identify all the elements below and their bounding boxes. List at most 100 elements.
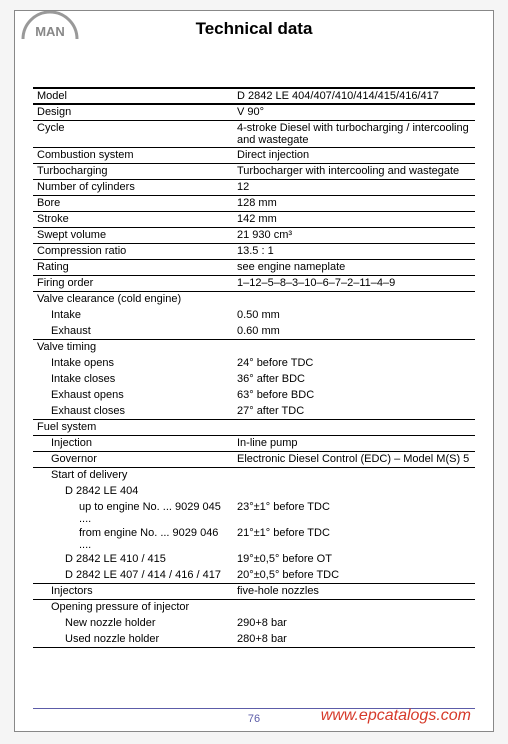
spec-label: Compression ratio: [33, 245, 233, 257]
spec-label: Injectors: [33, 585, 233, 597]
spec-label: Bore: [33, 197, 233, 209]
spec-row: Stroke142 mm: [33, 212, 475, 228]
spec-value: 0.50 mm: [233, 309, 475, 321]
spec-value: 13.5 : 1: [233, 245, 475, 257]
spec-label: Number of cylinders: [33, 181, 233, 193]
spec-row: Intake0.50 mm: [33, 308, 475, 324]
spec-label: Used nozzle holder: [33, 633, 233, 645]
spec-value: Turbocharger with intercooling and waste…: [233, 165, 475, 177]
spec-row: Intake opens24° before TDC: [33, 356, 475, 372]
spec-label: Exhaust closes: [33, 405, 233, 417]
spec-label: Rating: [33, 261, 233, 273]
spec-row: from engine No. ... 9029 046 ....21°±1° …: [33, 526, 475, 552]
spec-row: Bore128 mm: [33, 196, 475, 212]
spec-label: Stroke: [33, 213, 233, 225]
spec-label: up to engine No. ... 9029 045 ....: [33, 501, 233, 525]
spec-table: ModelD 2842 LE 404/407/410/414/415/416/4…: [33, 87, 475, 648]
spec-value: see engine nameplate: [233, 261, 475, 273]
page-header: MAN Technical data: [15, 11, 493, 71]
spec-row: GovernorElectronic Diesel Control (EDC) …: [33, 452, 475, 468]
watermark: www.epcatalogs.com: [321, 707, 471, 725]
spec-row: D 2842 LE 410 / 41519°±0,5° before OT: [33, 552, 475, 568]
spec-row: DesignV 90°: [33, 105, 475, 121]
spec-row: Swept volume21 930 cm³: [33, 228, 475, 244]
spec-value: 290+8 bar: [233, 617, 475, 629]
spec-value: 24° before TDC: [233, 357, 475, 369]
spec-value: 63° before BDC: [233, 389, 475, 401]
spec-label: Cycle: [33, 122, 233, 134]
spec-value: 21 930 cm³: [233, 229, 475, 241]
spec-value: 1–12–5–8–3–10–6–7–2–11–4–9: [233, 277, 475, 289]
spec-label: Intake closes: [33, 373, 233, 385]
spec-value: V 90°: [233, 106, 475, 118]
spec-value: 21°±1° before TDC: [233, 527, 475, 539]
spec-value: 142 mm: [233, 213, 475, 225]
spec-label: New nozzle holder: [33, 617, 233, 629]
spec-value: In-line pump: [233, 437, 475, 449]
spec-row: Start of delivery: [33, 468, 475, 484]
spec-value: 128 mm: [233, 197, 475, 209]
spec-row: Combustion systemDirect injection: [33, 148, 475, 164]
man-logo: MAN: [21, 11, 79, 41]
spec-value: five-hole nozzles: [233, 585, 475, 597]
spec-label: Exhaust: [33, 325, 233, 337]
spec-value: Electronic Diesel Control (EDC) – Model …: [233, 453, 475, 465]
document-page: MAN Technical data ModelD 2842 LE 404/40…: [14, 10, 494, 732]
spec-value: 27° after TDC: [233, 405, 475, 417]
spec-row: New nozzle holder290+8 bar: [33, 616, 475, 632]
spec-label: D 2842 LE 410 / 415: [33, 553, 233, 565]
spec-label: Exhaust opens: [33, 389, 233, 401]
spec-row: Exhaust opens63° before BDC: [33, 388, 475, 404]
spec-label: Combustion system: [33, 149, 233, 161]
spec-row: Exhaust0.60 mm: [33, 324, 475, 340]
page-number: 76: [248, 713, 260, 725]
spec-row: Injectorsfive-hole nozzles: [33, 584, 475, 600]
spec-label: Turbocharging: [33, 165, 233, 177]
spec-row: Number of cylinders12: [33, 180, 475, 196]
spec-row: Opening pressure of injector: [33, 600, 475, 616]
spec-label: Start of delivery: [33, 469, 233, 481]
spec-value: 20°±0,5° before TDC: [233, 569, 475, 581]
page-title: Technical data: [15, 11, 493, 39]
spec-label: Valve timing: [33, 341, 233, 353]
spec-value: Direct injection: [233, 149, 475, 161]
spec-label: Opening pressure of injector: [33, 601, 233, 613]
spec-row: ModelD 2842 LE 404/407/410/414/415/416/4…: [33, 89, 475, 105]
spec-row: up to engine No. ... 9029 045 ....23°±1°…: [33, 500, 475, 526]
spec-label: D 2842 LE 404: [33, 485, 233, 497]
spec-row: D 2842 LE 404: [33, 484, 475, 500]
spec-label: Intake opens: [33, 357, 233, 369]
spec-label: Firing order: [33, 277, 233, 289]
spec-label: Governor: [33, 453, 233, 465]
spec-label: D 2842 LE 407 / 414 / 416 / 417: [33, 569, 233, 581]
spec-row: D 2842 LE 407 / 414 / 416 / 41720°±0,5° …: [33, 568, 475, 584]
spec-label: Design: [33, 106, 233, 118]
spec-label: Valve clearance (cold engine): [33, 293, 233, 305]
spec-label: from engine No. ... 9029 046 ....: [33, 527, 233, 551]
spec-row: Fuel system: [33, 420, 475, 436]
spec-label: Fuel system: [33, 421, 233, 433]
spec-row: Cycle4-stroke Diesel with turbocharging …: [33, 121, 475, 148]
spec-value: 36° after BDC: [233, 373, 475, 385]
spec-row: Compression ratio13.5 : 1: [33, 244, 475, 260]
spec-row: Exhaust closes27° after TDC: [33, 404, 475, 420]
spec-row: Valve timing: [33, 340, 475, 356]
spec-value: 280+8 bar: [233, 633, 475, 645]
spec-label: Model: [33, 90, 233, 102]
spec-value: 4-stroke Diesel with turbocharging / int…: [233, 122, 475, 146]
spec-row: InjectionIn-line pump: [33, 436, 475, 452]
svg-text:MAN: MAN: [35, 24, 65, 39]
spec-row: Valve clearance (cold engine): [33, 292, 475, 308]
spec-label: Injection: [33, 437, 233, 449]
spec-value: 0.60 mm: [233, 325, 475, 337]
spec-row: TurbochargingTurbocharger with intercool…: [33, 164, 475, 180]
spec-value: 12: [233, 181, 475, 193]
spec-row: Firing order1–12–5–8–3–10–6–7–2–11–4–9: [33, 276, 475, 292]
spec-row: Intake closes36° after BDC: [33, 372, 475, 388]
spec-value: D 2842 LE 404/407/410/414/415/416/417: [233, 90, 475, 102]
spec-label: Intake: [33, 309, 233, 321]
spec-row: Ratingsee engine nameplate: [33, 260, 475, 276]
spec-row: Used nozzle holder280+8 bar: [33, 632, 475, 648]
spec-label: Swept volume: [33, 229, 233, 241]
spec-value: 23°±1° before TDC: [233, 501, 475, 513]
